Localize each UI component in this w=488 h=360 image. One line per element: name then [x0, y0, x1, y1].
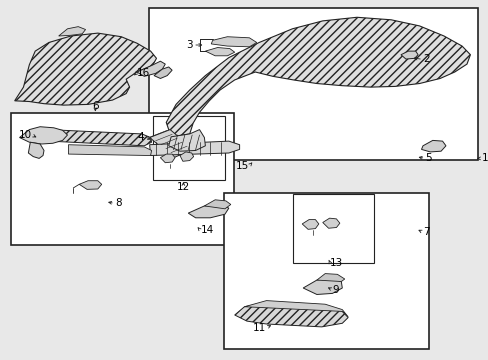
Polygon shape [421, 140, 445, 152]
Text: 11: 11 [253, 323, 266, 333]
Text: 5: 5 [425, 153, 431, 163]
Text: 3: 3 [186, 40, 193, 50]
Text: 6: 6 [92, 101, 99, 111]
Polygon shape [204, 200, 230, 209]
Polygon shape [149, 141, 239, 156]
Polygon shape [168, 130, 205, 151]
Polygon shape [244, 301, 347, 317]
Polygon shape [40, 130, 151, 146]
Text: 8: 8 [115, 198, 122, 208]
Text: 13: 13 [329, 258, 343, 268]
Polygon shape [211, 37, 256, 47]
Text: 4: 4 [137, 132, 144, 142]
Bar [152, 116, 224, 180]
Polygon shape [28, 142, 44, 158]
Polygon shape [234, 303, 347, 327]
Polygon shape [154, 67, 172, 78]
Polygon shape [322, 218, 339, 228]
Polygon shape [68, 145, 151, 156]
Polygon shape [302, 220, 318, 229]
Polygon shape [166, 17, 469, 137]
Bar [11, 113, 233, 245]
Text: 10: 10 [19, 130, 32, 140]
Polygon shape [20, 127, 67, 144]
Polygon shape [303, 278, 342, 294]
Text: 14: 14 [200, 225, 213, 235]
Text: 16: 16 [137, 68, 150, 78]
Text: 7: 7 [422, 227, 429, 237]
Polygon shape [15, 33, 156, 105]
Polygon shape [188, 204, 228, 218]
Text: 9: 9 [332, 285, 339, 295]
Polygon shape [400, 51, 417, 59]
Polygon shape [137, 61, 165, 76]
Text: 1: 1 [481, 153, 488, 163]
Polygon shape [160, 154, 175, 163]
Text: 2: 2 [422, 54, 429, 64]
Bar [149, 8, 477, 160]
Polygon shape [59, 27, 85, 36]
Polygon shape [180, 152, 193, 161]
Text: 15: 15 [236, 161, 249, 171]
Bar [293, 194, 373, 263]
Polygon shape [149, 130, 193, 158]
Polygon shape [79, 181, 102, 189]
Bar [224, 193, 428, 349]
Polygon shape [316, 274, 344, 282]
Text: 12: 12 [176, 182, 190, 192]
Polygon shape [205, 48, 234, 56]
